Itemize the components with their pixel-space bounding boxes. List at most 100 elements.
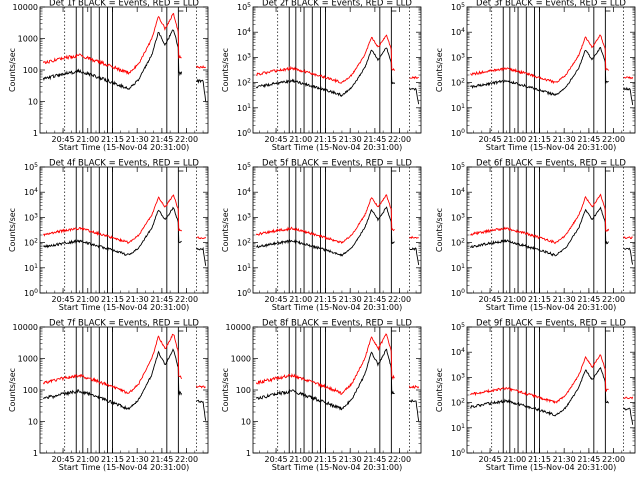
- x-axis-label: Start Time (15-Nov-04 20:31:00): [486, 463, 616, 472]
- x-tick-label: 21:30: [126, 295, 149, 304]
- y-tick-label: 1000: [18, 35, 38, 44]
- y-tick-exponent: 3: [461, 372, 465, 379]
- y-tick-exponent: 1: [461, 263, 465, 270]
- panel-det-2f: Det 2f BLACK = Events, RED = LLD10010110…: [221, 0, 422, 152]
- series-line-lld: [42, 12, 182, 75]
- series-tail-events: [623, 86, 634, 106]
- series-tail-events: [409, 87, 420, 105]
- y-tick-label: 101: [451, 423, 465, 433]
- y-tick-label: 101: [24, 263, 38, 273]
- y-tick-label: 103: [451, 212, 465, 222]
- x-tick-label: 21:45: [577, 295, 600, 304]
- panel-title: Det 5f BLACK = Events, RED = LLD: [262, 159, 412, 169]
- y-tick-exponent: 3: [34, 212, 38, 219]
- x-tick-label: 21:00: [503, 295, 526, 304]
- x-tick-label: 21:30: [339, 455, 362, 464]
- series-tail-events: [196, 246, 207, 266]
- y-tick-label: 101: [237, 263, 251, 273]
- y-tick-label: 105: [451, 322, 465, 332]
- y-tick-label: 102: [24, 238, 38, 248]
- y-tick-exponent: 2: [247, 78, 251, 85]
- y-axis-label: Counts/sec: [8, 368, 17, 412]
- x-tick-label: 21:45: [363, 135, 386, 144]
- y-tick-label: 105: [24, 162, 38, 172]
- plot-frame: [39, 166, 209, 294]
- x-tick-label: 20:45: [265, 135, 288, 144]
- y-tick-label: 103: [451, 372, 465, 382]
- series-line-events: [256, 206, 395, 257]
- plot-frame: [252, 6, 422, 134]
- y-tick-exponent: 0: [34, 288, 38, 295]
- y-tick-exponent: 2: [461, 78, 465, 85]
- y-tick-label: 104: [451, 347, 465, 357]
- x-tick-label: 22:00: [602, 295, 625, 304]
- x-tick-label: 21:15: [528, 135, 551, 144]
- x-tick-label: 22:00: [388, 295, 411, 304]
- series-tail-lld: [409, 384, 420, 389]
- series-tail-events: [409, 247, 420, 266]
- y-tick-label: 103: [237, 212, 251, 222]
- x-tick-label: 20:45: [52, 455, 75, 464]
- series-line-events: [42, 29, 183, 90]
- x-axis-label: Start Time (15-Nov-04 20:31:00): [59, 143, 189, 152]
- x-tick-label: 21:00: [76, 135, 99, 144]
- x-tick-label: 21:00: [503, 135, 526, 144]
- y-tick-label: 10000: [13, 3, 38, 12]
- x-tick-label: 21:30: [126, 455, 149, 464]
- x-tick-label: 21:00: [289, 455, 312, 464]
- x-tick-label: 21:15: [101, 295, 124, 304]
- panel-det-6f: Det 6f BLACK = Events, RED = LLD10010110…: [435, 159, 636, 312]
- plot-frame: [466, 326, 636, 454]
- panel-title: Det 9f BLACK = Events, RED = LLD: [476, 319, 626, 329]
- series-line-lld: [42, 333, 183, 395]
- x-tick-label: 22:00: [388, 455, 411, 464]
- x-tick-label: 22:00: [175, 455, 198, 464]
- panel-title: Det 8f BLACK = Events, RED = LLD: [262, 319, 412, 329]
- y-tick-exponent: 4: [34, 187, 38, 194]
- x-axis-label: Start Time (15-Nov-04 20:31:00): [272, 463, 402, 472]
- plot-frame: [39, 6, 209, 134]
- y-axis-label: Counts/sec: [435, 48, 444, 92]
- y-tick-label: 103: [237, 52, 251, 62]
- series-tail-lld: [409, 235, 419, 240]
- y-tick-exponent: 5: [461, 322, 465, 329]
- y-tick-label: 10000: [13, 323, 38, 332]
- x-tick-label: 21:45: [150, 135, 173, 144]
- x-tick-label: 21:15: [314, 135, 337, 144]
- x-tick-label: 21:45: [150, 295, 173, 304]
- y-tick-exponent: 5: [461, 2, 465, 9]
- x-tick-label: 21:00: [76, 455, 99, 464]
- y-tick-label: 100: [451, 288, 465, 298]
- series-line-events: [469, 206, 609, 257]
- y-tick-label: 100: [23, 386, 38, 395]
- y-tick-label: 102: [451, 398, 465, 408]
- panel-title: Det 2f BLACK = Events, RED = LLD: [262, 0, 412, 9]
- x-axis-label: Start Time (15-Nov-04 20:31:00): [486, 303, 616, 312]
- series-line-lld: [470, 193, 610, 245]
- x-tick-label: 21:30: [126, 135, 149, 144]
- series-tail-events: [196, 399, 207, 421]
- y-tick-exponent: 2: [34, 238, 38, 245]
- y-tick-exponent: 5: [461, 162, 465, 169]
- x-tick-label: 21:30: [339, 295, 362, 304]
- y-tick-label: 10000: [226, 323, 251, 332]
- x-tick-label: 22:00: [175, 295, 198, 304]
- y-tick-exponent: 5: [247, 162, 251, 169]
- x-tick-label: 21:15: [101, 455, 124, 464]
- x-tick-label: 21:45: [363, 455, 386, 464]
- x-axis-label: Start Time (15-Nov-04 20:31:00): [272, 303, 402, 312]
- y-tick-exponent: 0: [461, 128, 465, 135]
- series-line-events: [42, 348, 183, 411]
- y-tick-label: 101: [237, 103, 251, 113]
- y-tick-exponent: 3: [247, 52, 251, 59]
- y-tick-label: 102: [451, 238, 465, 248]
- series-tail-lld: [623, 236, 633, 240]
- y-tick-label: 103: [24, 212, 38, 222]
- plot-frame: [252, 326, 422, 454]
- x-tick-label: 20:45: [52, 135, 75, 144]
- y-tick-exponent: 0: [461, 448, 465, 455]
- panel-det-5f: Det 5f BLACK = Events, RED = LLD10010110…: [221, 159, 422, 312]
- series-tail-events: [409, 398, 420, 422]
- x-tick-label: 22:00: [388, 135, 411, 144]
- panel-title: Det 7f BLACK = Events, RED = LLD: [49, 319, 199, 329]
